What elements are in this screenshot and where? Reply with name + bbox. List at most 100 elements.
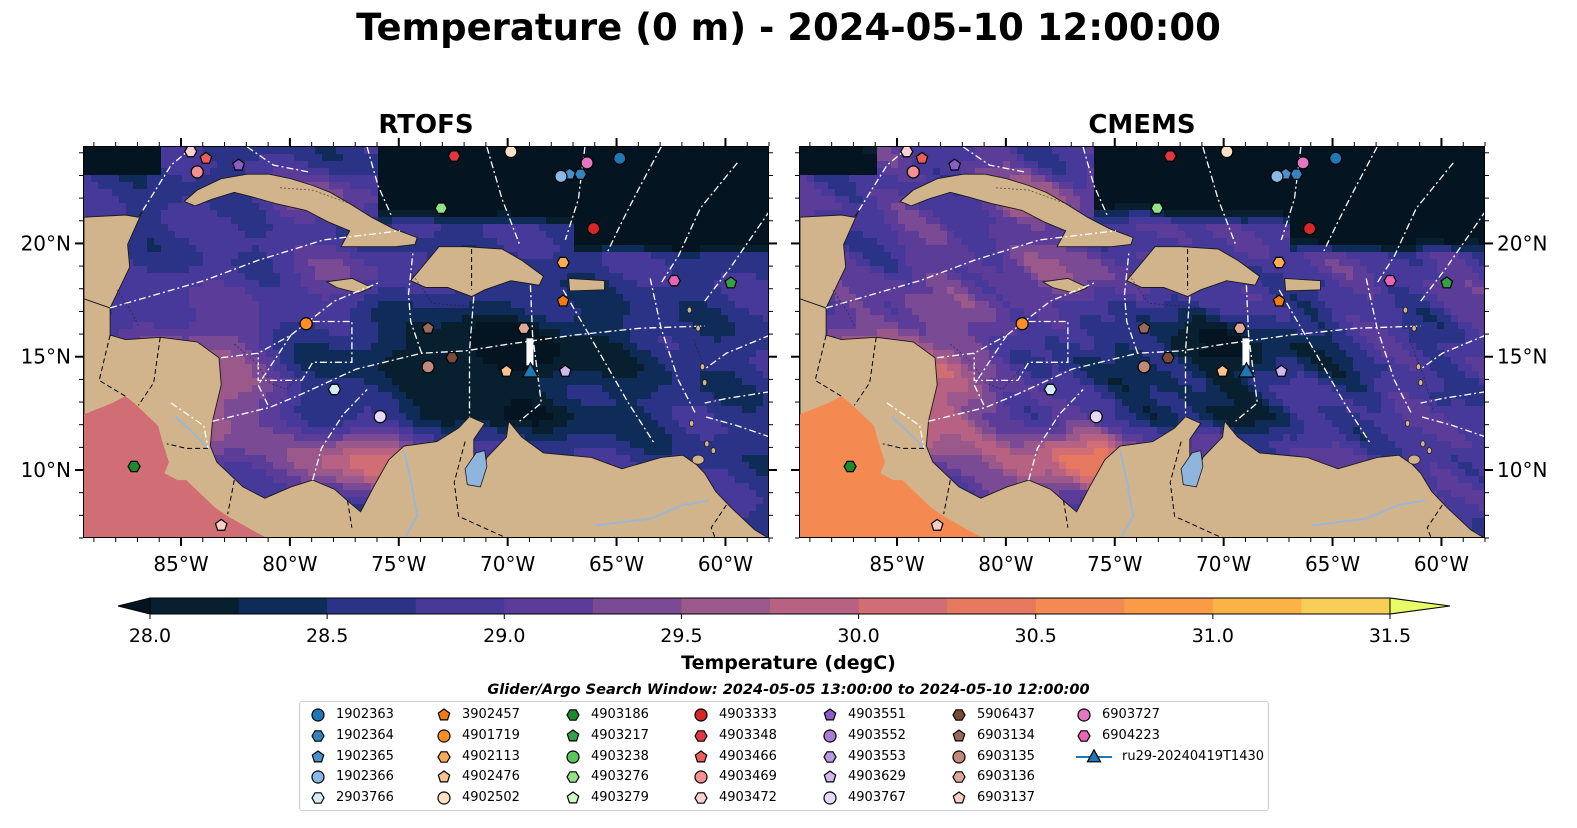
rtofs-float-4902502[interactable] <box>504 147 518 159</box>
cmems-float-4903276[interactable] <box>1150 202 1164 214</box>
legend-marker[interactable] <box>437 708 451 721</box>
legend-marker[interactable] <box>437 750 451 763</box>
legend-marker[interactable] <box>311 708 325 722</box>
legend-marker[interactable] <box>566 749 580 764</box>
cmems-float-4903767[interactable] <box>1089 410 1103 424</box>
legend-marker[interactable] <box>823 729 837 743</box>
legend-marker[interactable] <box>823 791 837 805</box>
cmems-float-4903551[interactable] <box>948 158 962 171</box>
cmems-float-2903766[interactable] <box>1043 383 1058 396</box>
cmems-float-3902457[interactable] <box>1272 294 1286 307</box>
rtofs-float-4903767[interactable] <box>373 410 387 424</box>
legend-marker[interactable] <box>311 770 325 784</box>
rtofs-float-6903134[interactable] <box>421 321 435 334</box>
legend-marker[interactable] <box>952 791 966 804</box>
rtofs-glider-ru29-20240419T1430[interactable] <box>521 361 540 378</box>
legend-label: 6903727 <box>1102 707 1160 722</box>
legend-marker[interactable] <box>566 771 580 784</box>
rtofs-float-4903333[interactable] <box>587 221 601 236</box>
rtofs-float-6903727[interactable] <box>580 156 594 170</box>
rtofs-float-4903551[interactable] <box>232 158 246 171</box>
pentagon-marker-icon <box>437 708 451 721</box>
cmems-float-4903348[interactable] <box>1163 150 1177 162</box>
cmems-float-1902366[interactable] <box>1270 169 1284 184</box>
rtofs-float-4903217[interactable] <box>724 276 738 289</box>
cmems-float-5906437[interactable] <box>1161 351 1175 364</box>
legend-marker[interactable] <box>694 770 708 784</box>
legend-marker[interactable] <box>952 749 966 764</box>
cmems-float-6903136[interactable] <box>1233 322 1247 335</box>
legend-marker[interactable] <box>952 771 966 784</box>
cmems-float-4903472[interactable] <box>900 147 914 158</box>
rtofs-float-4903472[interactable] <box>184 147 198 158</box>
legend-marker[interactable] <box>311 749 325 763</box>
legend-marker[interactable] <box>952 709 966 721</box>
rtofs-float-4902113[interactable] <box>556 256 570 269</box>
cmems-float-4903466[interactable] <box>915 151 929 164</box>
cmems-float-6903727[interactable] <box>1296 156 1310 170</box>
rtofs-float-4901719[interactable] <box>299 317 313 331</box>
cmems-float-6903137[interactable] <box>930 518 944 531</box>
rtofs-float-4903348[interactable] <box>447 150 461 162</box>
colorbar-tick-label: 30.5 <box>1015 625 1057 647</box>
rtofs-float-4902476[interactable] <box>500 364 513 377</box>
legend-marker[interactable] <box>437 729 451 743</box>
rtofs-float-1902363[interactable] <box>613 151 627 165</box>
pentagon-marker-icon <box>437 770 451 783</box>
cmems-float-4902502[interactable] <box>1220 147 1234 159</box>
legend-marker[interactable] <box>694 708 708 722</box>
rtofs-float-4903469[interactable] <box>190 165 204 179</box>
cmems-map[interactable] <box>799 146 1485 538</box>
legend-marker[interactable] <box>437 770 451 783</box>
legend-marker[interactable] <box>566 729 580 742</box>
cmems-float-4903333[interactable] <box>1303 221 1317 236</box>
cmems-float-4901719[interactable] <box>1015 317 1029 331</box>
legend-marker[interactable] <box>694 792 708 804</box>
legend-marker[interactable] <box>694 749 708 763</box>
legend-marker[interactable] <box>694 729 708 742</box>
rtofs-map[interactable] <box>83 146 769 538</box>
rtofs-float-4903186[interactable] <box>127 460 141 473</box>
rtofs-float-6904223[interactable] <box>667 274 681 287</box>
rtofs-float-4903629[interactable] <box>558 364 572 377</box>
cmems-float-6903135[interactable] <box>1137 360 1151 374</box>
legend-marker[interactable] <box>823 750 837 763</box>
colorbar-swatch <box>681 598 771 614</box>
rtofs-float-6903136[interactable] <box>517 322 531 335</box>
legend-marker[interactable] <box>566 791 580 804</box>
cmems-float-4902113[interactable] <box>1272 256 1286 269</box>
legend-label: 6903134 <box>977 727 1035 743</box>
cmems-float-4903217[interactable] <box>1440 276 1454 289</box>
legend-marker[interactable] <box>437 791 451 805</box>
rtofs-float-4903276[interactable] <box>434 202 448 214</box>
legend-marker[interactable] <box>566 709 580 721</box>
cmems-float-4902476[interactable] <box>1216 364 1229 377</box>
legend-marker[interactable] <box>311 729 325 742</box>
legend-marker[interactable] <box>823 770 837 783</box>
rtofs-float-3902457[interactable] <box>556 294 570 307</box>
rtofs-float-4903466[interactable] <box>199 151 213 164</box>
cmems-float-4903629[interactable] <box>1274 364 1288 377</box>
cmems-float-6904223[interactable] <box>1383 274 1397 287</box>
circle-marker-icon <box>694 770 708 784</box>
x-tick-label: 85°W <box>153 552 208 576</box>
legend-item: 4903469 <box>693 767 777 787</box>
rtofs-float-6903137[interactable] <box>214 518 228 531</box>
cmems-float-1902363[interactable] <box>1329 151 1343 165</box>
cmems-float-6903134[interactable] <box>1137 321 1151 334</box>
legend-item: 4903472 <box>693 788 777 808</box>
cmems-float-4903469[interactable] <box>906 165 920 179</box>
legend-item: 1902366 <box>310 767 394 787</box>
legend-marker[interactable] <box>1077 729 1091 742</box>
rtofs-float-6903135[interactable] <box>421 360 435 374</box>
legend-marker[interactable] <box>1077 708 1091 722</box>
legend-marker[interactable] <box>952 729 966 742</box>
rtofs-float-2903766[interactable] <box>327 383 342 396</box>
cmems-glider-ru29-20240419T1430[interactable] <box>1237 361 1256 378</box>
cmems-float-4903186[interactable] <box>843 460 857 473</box>
legend-glider-marker[interactable] <box>1086 748 1102 762</box>
rtofs-float-5906437[interactable] <box>445 351 459 364</box>
legend-marker[interactable] <box>311 792 325 804</box>
rtofs-float-1902366[interactable] <box>554 169 568 184</box>
legend-marker[interactable] <box>823 708 837 721</box>
